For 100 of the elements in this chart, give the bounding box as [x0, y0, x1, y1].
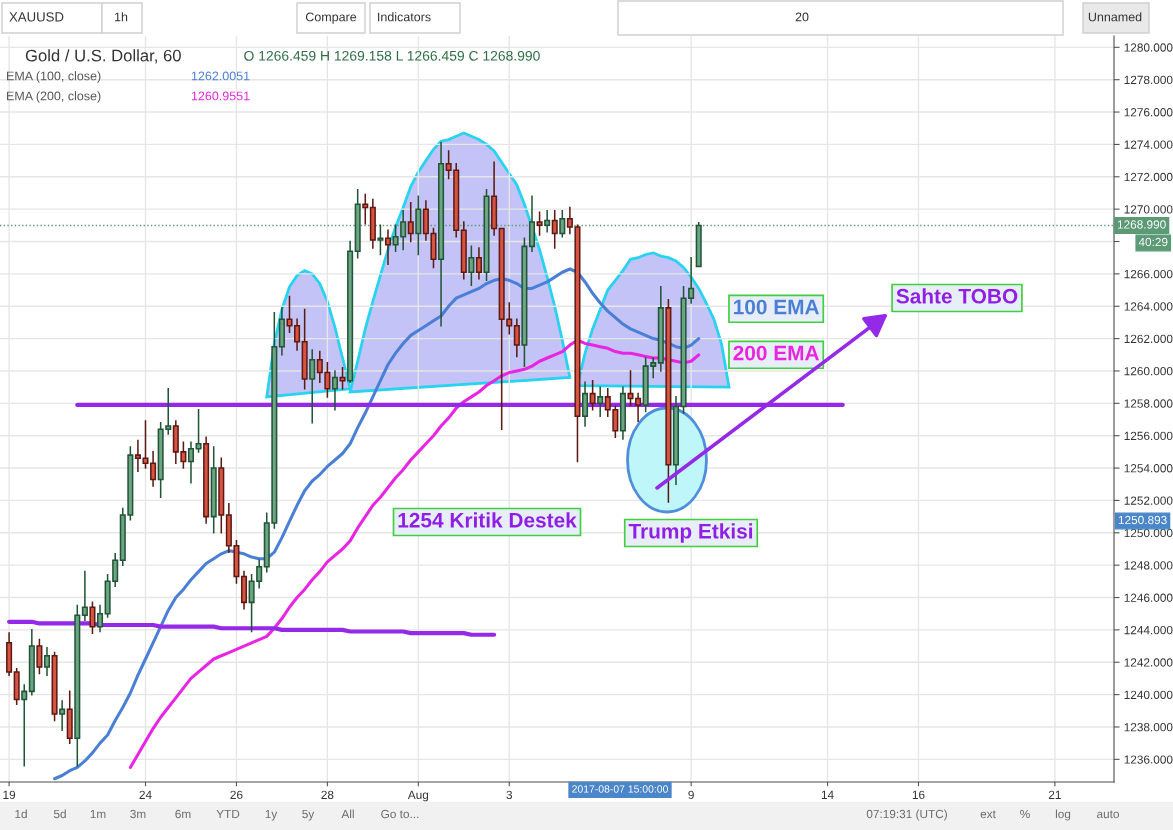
y-tick-label: 1262.000 — [1124, 334, 1173, 343]
text: 1y — [265, 809, 278, 821]
candlestick — [551, 210, 558, 249]
x-tick-label: 24 — [139, 790, 152, 799]
text: Indicators — [378, 12, 431, 22]
candlestick — [301, 308, 308, 390]
text: 5y — [302, 809, 315, 821]
y-tick-label: 1246.000 — [1124, 593, 1173, 602]
candlestick — [195, 409, 202, 453]
x-tick-label: 3 — [506, 790, 513, 799]
text: 20 — [795, 12, 809, 22]
candlestick — [536, 211, 543, 236]
candlestick — [544, 210, 551, 233]
x-tick-label: 14 — [821, 790, 834, 799]
y-tick-label: 1266.000 — [1124, 269, 1173, 279]
y-tick-label: 1276.000 — [1124, 108, 1173, 117]
candlestick — [6, 632, 13, 676]
x-tick-label: 16 — [912, 790, 925, 799]
candlestick — [460, 221, 467, 280]
series-label: 200 EMA — [733, 345, 820, 361]
y-tick-label: 1250.000 — [1124, 528, 1173, 538]
ref-line-label: 1268.990 — [1117, 220, 1166, 229]
y-tick-label: 1274.000 — [1124, 140, 1173, 149]
y-tick-label: 1258.000 — [1124, 399, 1173, 408]
candlestick — [339, 366, 346, 390]
y-tick-label: 1238.000 — [1124, 723, 1173, 732]
y-tick-label: 1252.000 — [1124, 496, 1173, 505]
candlestick — [218, 457, 225, 534]
candlestick — [81, 570, 88, 621]
text: log — [1055, 809, 1071, 821]
candlestick — [483, 188, 490, 282]
text: % — [1020, 809, 1030, 819]
x-tick-label: 21 — [1048, 790, 1061, 799]
text: Go to... — [381, 809, 419, 819]
candlestick — [354, 188, 361, 259]
text: 2017-08-07 15:00:00 — [572, 785, 668, 793]
candlestick — [369, 198, 376, 249]
candlestick — [384, 229, 392, 265]
text: 100 EMA — [734, 299, 820, 315]
candlestick — [66, 690, 73, 744]
x-tick-label: 9 — [688, 790, 694, 799]
y-tick-label: 1240.000 — [1124, 690, 1173, 700]
candlestick — [475, 247, 482, 280]
candlestick — [582, 381, 589, 427]
candlestick — [278, 307, 285, 356]
candlestick — [43, 646, 51, 676]
y-tick-label: 1280.000 — [1124, 43, 1173, 52]
annotation: EMA (200, close) — [7, 91, 101, 103]
text: O 1266.459 H 1269.158 L 1266.459 C 1268.990 — [244, 50, 540, 61]
text: 3m — [130, 809, 146, 819]
candlestick — [407, 201, 414, 243]
line-series — [128, 338, 701, 769]
candlestick — [415, 195, 422, 256]
x-tick-label: 19 — [3, 790, 16, 799]
candlestick — [59, 700, 66, 731]
x-tick-label: Aug — [407, 790, 429, 802]
candlestick — [89, 601, 96, 634]
candlestick — [491, 161, 498, 236]
y-tick-label: 1260.000 — [1124, 367, 1173, 376]
candlestick — [96, 604, 104, 633]
text: 1250.893 — [1118, 515, 1167, 525]
candlestick — [187, 441, 195, 484]
text: ext — [980, 810, 996, 819]
annotation: 1260.9551 — [191, 91, 250, 101]
text: Unnamed — [1088, 12, 1142, 22]
annotation: 1262.0051 — [191, 71, 250, 81]
y-tick-label: 1242.000 — [1124, 658, 1173, 667]
x-tick-label: 26 — [230, 790, 243, 799]
text: Gold / U.S. Dollar, 60 — [25, 49, 181, 64]
text: 40:29 — [1138, 237, 1168, 247]
y-tick-label: 1254.000 — [1124, 464, 1173, 473]
y-tick-label: 1272.000 — [1124, 172, 1173, 182]
text: Compare — [305, 12, 357, 24]
x-tick-label: 28 — [321, 790, 334, 799]
y-tick-label: 1270.000 — [1124, 205, 1173, 214]
candlestick — [362, 193, 369, 225]
y-tick-label: 1236.000 — [1124, 755, 1173, 764]
candlestick — [36, 638, 43, 675]
text: 5d — [53, 809, 66, 819]
y-tick-label: 1264.000 — [1124, 302, 1173, 311]
candlestick — [657, 286, 664, 372]
y-tick-label: 1244.000 — [1124, 625, 1173, 635]
candlestick — [559, 210, 566, 238]
candlestick — [13, 667, 20, 706]
candlestick — [203, 436, 210, 524]
text: XAUUSD — [9, 12, 64, 22]
text: 1d — [15, 809, 27, 819]
candlestick — [672, 396, 680, 486]
candlestick — [665, 299, 672, 503]
annotation: Trump Etkisi — [628, 523, 753, 543]
line-series — [53, 267, 701, 781]
candlestick — [28, 629, 35, 696]
candlestick — [74, 604, 81, 767]
text: YTD — [216, 809, 240, 819]
candlestick — [210, 446, 217, 534]
candlestick — [377, 224, 384, 256]
candlestick — [597, 386, 604, 418]
candlestick — [513, 318, 520, 358]
text: auto — [1097, 810, 1119, 819]
candlestick — [468, 245, 475, 286]
